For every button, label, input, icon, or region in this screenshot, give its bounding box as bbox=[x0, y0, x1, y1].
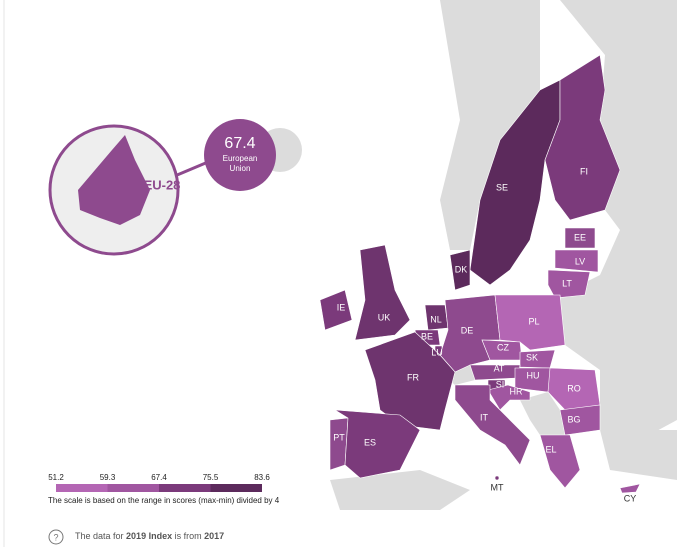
country-label: ES bbox=[364, 437, 376, 447]
country[interactable] bbox=[494, 475, 500, 481]
legend-swatch bbox=[56, 484, 108, 492]
country[interactable] bbox=[319, 289, 353, 331]
country[interactable] bbox=[564, 227, 596, 249]
country-label: IT bbox=[480, 412, 489, 422]
country-label: FR bbox=[407, 372, 419, 382]
country[interactable] bbox=[619, 483, 641, 494]
legend-note: The scale is based on the range in score… bbox=[48, 496, 280, 505]
summary-circle bbox=[204, 119, 276, 191]
country[interactable] bbox=[364, 331, 456, 431]
country[interactable] bbox=[547, 269, 591, 299]
country[interactable] bbox=[454, 384, 531, 466]
footer-prefix: The data for bbox=[75, 531, 124, 541]
legend-tick-label: 75.5 bbox=[203, 473, 219, 482]
country-label: HR bbox=[510, 386, 523, 396]
summary-label: European Union bbox=[222, 154, 258, 173]
country-label: LU bbox=[431, 347, 443, 357]
legend-swatch bbox=[159, 484, 211, 492]
country-label: AT bbox=[494, 363, 505, 373]
country-label: DK bbox=[455, 264, 468, 274]
badge: EU-28 bbox=[144, 177, 181, 192]
summary-label-box: European Union bbox=[222, 154, 258, 173]
legend-tick-label: 67.4 bbox=[151, 473, 167, 482]
country-label: NL bbox=[430, 314, 442, 324]
legend-tick-label: 83.6 bbox=[254, 473, 270, 482]
country[interactable] bbox=[559, 404, 601, 436]
country[interactable] bbox=[544, 54, 621, 221]
country[interactable] bbox=[494, 294, 566, 351]
country-label: UK bbox=[378, 312, 391, 322]
footer: The data for 2019 Index is from 2017 bbox=[75, 531, 224, 541]
eu-outline bbox=[78, 135, 150, 225]
help-icon-mark: ? bbox=[53, 532, 58, 542]
country-label: LV bbox=[575, 256, 585, 266]
help-icon[interactable] bbox=[48, 529, 64, 545]
country[interactable] bbox=[539, 434, 581, 489]
footer-year: 2017 bbox=[204, 531, 224, 541]
legend: 51.2 59.3 67.4 75.5 83.6 bbox=[48, 473, 270, 492]
country[interactable] bbox=[449, 249, 471, 291]
country-label: PT bbox=[333, 432, 345, 442]
country-label: RO bbox=[567, 383, 581, 393]
country-label: CY bbox=[624, 493, 637, 503]
country-label: EE bbox=[574, 232, 586, 242]
country-label: SE bbox=[496, 182, 508, 192]
legend-tick-label: 59.3 bbox=[100, 473, 116, 482]
country-label: MT bbox=[491, 482, 504, 492]
summary-value: 67.4 bbox=[224, 135, 255, 152]
country-label: BE bbox=[421, 331, 433, 341]
countries bbox=[319, 54, 641, 494]
country[interactable] bbox=[354, 244, 411, 341]
country-label: LT bbox=[562, 278, 572, 288]
country-label: HU bbox=[527, 370, 540, 380]
country-label: SK bbox=[526, 352, 538, 362]
country-label: FI bbox=[580, 166, 588, 176]
country-label: EL bbox=[545, 444, 556, 454]
country-label: BG bbox=[567, 414, 580, 424]
country-label: CZ bbox=[497, 342, 509, 352]
country-label: PL bbox=[528, 316, 539, 326]
country[interactable] bbox=[334, 409, 421, 479]
legend-tick-label: 51.2 bbox=[48, 473, 64, 482]
country-label: DE bbox=[461, 325, 474, 335]
legend-swatch bbox=[107, 484, 159, 492]
footer-middle: is from bbox=[175, 531, 202, 541]
country[interactable] bbox=[554, 249, 599, 273]
legend-swatch bbox=[210, 484, 262, 492]
footer-index: 2019 Index bbox=[126, 531, 172, 541]
country-label: SI bbox=[496, 379, 505, 389]
country-label: IE bbox=[337, 302, 346, 312]
